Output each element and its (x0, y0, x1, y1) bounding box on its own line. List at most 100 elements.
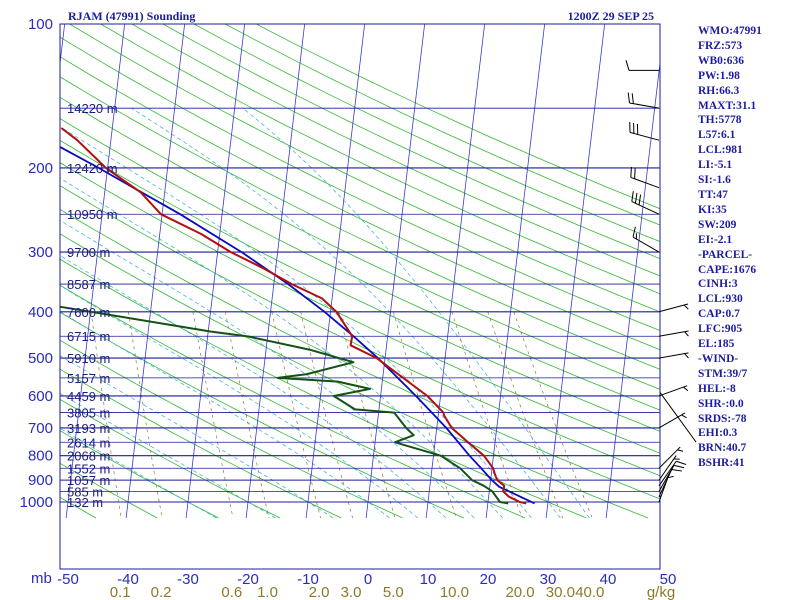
stat-line: TH:5778 (698, 114, 742, 127)
wind-barb-half-feather (683, 386, 689, 392)
stat-line: LI:-5.1 (698, 159, 733, 172)
temperature-tick-label: -20 (237, 571, 259, 588)
height-label: 3193 m (67, 421, 110, 436)
stat-line: SI:-1.6 (698, 174, 731, 187)
stat-line: CAP:0.7 (698, 308, 740, 321)
wind-barb-staff (658, 352, 689, 359)
wind-barbs (625, 60, 697, 503)
pressure-label: 500 (28, 350, 53, 367)
temperature-tick-label: 20 (480, 571, 497, 588)
moist-adiabat (131, 107, 561, 519)
mixing-ratio-line (90, 311, 122, 519)
stat-line: LFC:905 (698, 323, 743, 336)
wind-barb-staff (658, 465, 675, 492)
wind-barb-staff (658, 412, 686, 429)
mixing-ratio-line (338, 311, 396, 519)
dry-adiabat (60, 118, 660, 411)
wind-barb-feather (625, 60, 630, 71)
stat-line: PW:1.98 (698, 69, 740, 82)
wind-barb (658, 303, 689, 313)
dewpoint-trace (60, 305, 509, 505)
dry-adiabat (60, 462, 158, 519)
isotherm (125, 24, 186, 519)
wind-barb (630, 166, 660, 189)
height-label: 585 m (67, 484, 103, 499)
stat-line: TT:47 (698, 188, 728, 201)
temperature-tick-label: 50 (660, 571, 677, 588)
stat-line: -WIND- (698, 352, 739, 365)
wind-barb-staff (658, 303, 689, 313)
mixing-ratio-label: 30.0 (546, 584, 575, 600)
mixing-ratio-label: 2.0 (309, 584, 330, 600)
dry-adiabat (60, 162, 660, 454)
pressure-unit-label: mb (31, 570, 52, 587)
pressure-label: 900 (28, 472, 53, 489)
moist-adiabat (60, 427, 217, 519)
wind-barb-feather (671, 469, 683, 472)
height-label: 7600 m (67, 305, 110, 320)
stat-line: LCL:930 (698, 293, 743, 306)
wind-barb-staff (658, 460, 677, 487)
dry-adiabat (60, 208, 660, 500)
pressure-labels: 100 200 300 400 500 600 700 800 900 1000 mb (20, 16, 53, 587)
height-label: 14220 m (67, 101, 118, 116)
pressure-label: 700 (28, 420, 53, 437)
moist-adiabat (60, 311, 390, 519)
pressure-label: 600 (28, 388, 53, 405)
wind-barb (658, 464, 685, 492)
stat-line: L57:6.1 (698, 129, 736, 142)
mixing-ratio-label: 10.0 (440, 584, 469, 600)
stat-line: EI:-2.1 (698, 233, 733, 246)
height-label: 1552 m (67, 461, 110, 476)
wind-barb-half-feather (681, 414, 687, 419)
isotherm (545, 24, 606, 519)
mixing-ratio-label: 40.0 (575, 584, 604, 600)
dry-adiabat (60, 76, 660, 370)
stat-line: RH:66.3 (698, 84, 740, 97)
wind-barb (658, 460, 687, 487)
temperature-trace (60, 127, 527, 505)
wind-barb-feather (638, 194, 642, 205)
wind-barb-feather (627, 92, 630, 104)
stat-line: WB0:636 (698, 54, 744, 67)
moist-adiabat (60, 255, 447, 519)
height-label: 5910 m (67, 351, 110, 366)
stat-line: MAXT:31.1 (698, 99, 757, 112)
stats-panel: WMO:47991 FRZ:573 WB0:636 PW:1.98 RH:66.3 MAX… (698, 24, 798, 471)
height-label: 3805 m (67, 406, 110, 421)
wind-barb-staff (658, 330, 689, 337)
dry-adiabat (60, 368, 342, 519)
dry-adiabat (60, 311, 465, 519)
isotherm (65, 24, 126, 519)
stat-line: FRZ:573 (698, 39, 743, 52)
height-label: 1057 m (67, 473, 110, 488)
wind-barb-half-feather (677, 449, 684, 452)
moist-adiabat (242, 107, 590, 519)
height-label: 132 m (67, 495, 103, 510)
wind-barb-staff (658, 385, 688, 397)
stat-line: CINH:3 (698, 278, 738, 291)
moist-adiabat (60, 285, 419, 519)
wind-barb-feather (634, 192, 638, 204)
temperature-tick-label: -50 (57, 571, 79, 588)
dry-adiabat (162, 24, 660, 260)
wind-barb (658, 446, 684, 469)
isotherm (605, 59, 660, 519)
height-label: 6715 m (67, 329, 110, 344)
wind-barb-feather (632, 226, 636, 238)
dry-adiabat (100, 24, 660, 295)
height-label: 2068 m (67, 449, 110, 464)
profiles (60, 127, 535, 505)
mixing-ratio-label: 0.1 (110, 584, 131, 600)
pressure-label: 200 (28, 160, 53, 177)
wind-barb (632, 226, 660, 253)
dry-adiabat (60, 56, 660, 351)
time-title: 1200Z 29 SEP 25 (568, 9, 654, 23)
mixing-ratio-labels: 0.1 0.2 0.6 1.0 2.0 3.0 5.0 10.0 20.0 30.0 40.0 g/k… (110, 584, 675, 600)
stat-line: SHR-:0.0 (698, 397, 744, 410)
dry-adiabat (193, 24, 660, 243)
stat-line: WMO:47991 (698, 25, 762, 37)
wind-barb-half-feather (683, 304, 689, 310)
